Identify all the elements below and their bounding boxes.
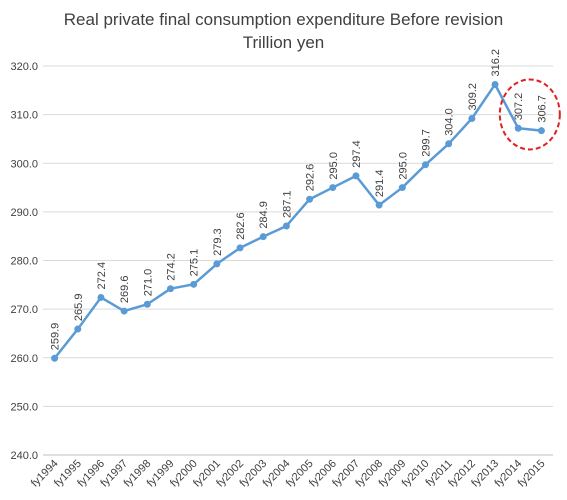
- data-point: [236, 244, 244, 252]
- data-point: [329, 184, 337, 192]
- data-point: [445, 140, 453, 148]
- data-point: [143, 300, 151, 308]
- data-label: 271.0: [142, 269, 154, 297]
- data-point: [306, 195, 314, 203]
- highlight-ellipse: [498, 78, 561, 151]
- data-point: [51, 354, 59, 362]
- y-tick-label: 260.0: [10, 353, 38, 365]
- data-point: [74, 325, 82, 333]
- data-point: [422, 161, 429, 169]
- y-tick-label: 250.0: [10, 401, 38, 413]
- data-label: 292.6: [305, 164, 317, 192]
- data-point: [375, 201, 383, 209]
- data-label: 275.1: [189, 249, 201, 277]
- data-point: [491, 80, 499, 88]
- data-point: [398, 184, 406, 192]
- data-labels: 259.9 265.9 272.4 269.6 271.0 274.2 275.1 279.3…: [50, 49, 549, 350]
- data-label: 307.2: [513, 93, 525, 121]
- data-label: 309.2: [467, 83, 479, 111]
- data-label: 306.7: [536, 95, 548, 123]
- x-axis: fy1994fy1995fy1996fy1997fy1998fy1999fy20…: [29, 458, 548, 490]
- data-label: 274.2: [166, 253, 178, 281]
- y-tick-label: 290.0: [10, 207, 38, 219]
- data-point: [167, 285, 174, 293]
- data-point: [352, 172, 360, 180]
- y-tick-label: 300.0: [10, 158, 38, 170]
- data-label: 284.9: [258, 201, 270, 229]
- data-label: 316.2: [490, 49, 502, 77]
- data-point: [97, 293, 105, 301]
- y-tick-label: 270.0: [10, 304, 38, 316]
- data-label: 295.0: [397, 152, 409, 180]
- chart-title: Real private final consumption expenditu…: [63, 10, 504, 29]
- y-tick-label: 320.0: [10, 61, 38, 73]
- data-point: [259, 233, 267, 241]
- data-point: [190, 280, 198, 288]
- data-label: 279.3: [212, 228, 224, 256]
- data-label: 291.4: [374, 170, 386, 198]
- y-tick-label: 240.0: [10, 450, 38, 462]
- data-label: 287.1: [281, 190, 293, 218]
- data-point: [468, 115, 476, 123]
- data-label: 297.4: [351, 140, 363, 168]
- data-point: [213, 260, 221, 268]
- data-point: [282, 222, 290, 230]
- data-label: 259.9: [50, 323, 62, 351]
- data-label: 299.7: [421, 129, 433, 157]
- chart-subtitle: Trillion yen: [242, 33, 325, 52]
- y-tick-label: 280.0: [10, 256, 38, 268]
- highlight: [498, 78, 561, 151]
- data-label: 269.6: [119, 276, 131, 304]
- data-point: [120, 307, 128, 315]
- data-point: [514, 124, 522, 132]
- y-axis: 240.0 250.0 260.0 270.0 280.0 290.0 300.0 310.0…: [10, 61, 38, 462]
- data-label: 282.6: [235, 212, 247, 240]
- data-label: 304.0: [444, 108, 456, 136]
- y-tick-label: 310.0: [10, 110, 38, 122]
- data-point: [537, 127, 545, 135]
- data-label: 272.4: [96, 262, 108, 290]
- gridlines: [43, 65, 553, 456]
- data-label: 295.0: [328, 152, 340, 180]
- series-line: [53, 83, 542, 360]
- data-label: 265.9: [73, 294, 85, 322]
- series: [51, 80, 545, 362]
